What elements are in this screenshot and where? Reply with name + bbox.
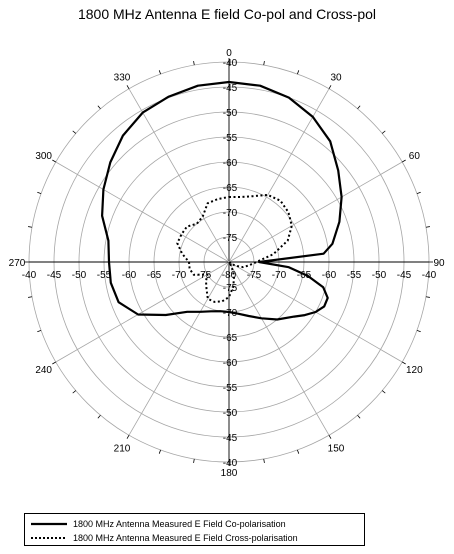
angle-tick-mark bbox=[97, 105, 101, 110]
radial-tick-label: -50 bbox=[372, 270, 387, 281]
legend-label-co-pol: 1800 MHz Antenna Measured E Field Co-pol… bbox=[73, 518, 286, 529]
legend-item-cross-pol: 1800 MHz Antenna Measured E Field Cross-… bbox=[31, 531, 298, 544]
radial-tick-label: -75 bbox=[247, 270, 262, 281]
angle-tick-mark bbox=[328, 85, 332, 89]
radial-tick-label: -50 bbox=[72, 270, 87, 281]
radial-tick-label: -40 bbox=[422, 270, 437, 281]
radial-tick-label: -80 bbox=[222, 270, 237, 281]
angle-tick-label: 120 bbox=[406, 365, 423, 376]
radial-tick-label: -70 bbox=[223, 308, 238, 319]
angle-tick-label: 30 bbox=[330, 73, 342, 84]
radial-tick-label: -60 bbox=[223, 158, 238, 169]
radial-tick-label: -75 bbox=[223, 283, 238, 294]
radial-tick-label: -65 bbox=[223, 333, 238, 344]
radial-tick-label: -40 bbox=[223, 458, 238, 469]
angle-tick-mark bbox=[28, 296, 33, 298]
angle-tick-mark bbox=[52, 159, 56, 163]
radial-tick-label: -65 bbox=[297, 270, 312, 281]
angle-tick-label: 300 bbox=[35, 151, 52, 162]
radial-tick-label: -45 bbox=[47, 270, 62, 281]
radial-tick-label: -55 bbox=[347, 270, 362, 281]
angle-tick-mark bbox=[328, 435, 332, 439]
radial-tick-label: -55 bbox=[223, 383, 238, 394]
grid-spoke bbox=[128, 261, 230, 436]
radial-tick-label: -45 bbox=[223, 83, 238, 94]
angle-tick-mark bbox=[52, 361, 56, 365]
angle-tick-label: 330 bbox=[114, 73, 131, 84]
chart-title: 1800 MHz Antenna E field Co-pol and Cros… bbox=[77, 6, 377, 22]
grid-spoke bbox=[228, 88, 330, 263]
legend-label-cross-pol: 1800 MHz Antenna Measured E Field Cross-… bbox=[73, 532, 298, 543]
radial-tick-label: -40 bbox=[22, 270, 37, 281]
angle-tick-mark bbox=[381, 130, 386, 134]
radial-tick-label: -65 bbox=[223, 183, 238, 194]
angle-tick-mark bbox=[28, 226, 33, 228]
angle-tick-mark bbox=[357, 105, 361, 110]
angle-tick-mark bbox=[158, 449, 161, 454]
angle-tick-mark bbox=[402, 361, 406, 365]
angle-tick-mark bbox=[193, 458, 195, 463]
radial-tick-label: -40 bbox=[223, 58, 238, 69]
angle-tick-mark bbox=[126, 85, 130, 89]
grid-spoke bbox=[55, 161, 230, 263]
angle-tick-label: 180 bbox=[221, 468, 238, 479]
angle-tick-label: 270 bbox=[9, 258, 26, 269]
grid-spoke bbox=[228, 161, 403, 263]
radial-tick-label: -75 bbox=[197, 270, 212, 281]
angle-tick-mark bbox=[72, 390, 77, 394]
grid-spoke bbox=[128, 88, 230, 263]
legend-swatch-solid bbox=[31, 522, 67, 525]
angle-tick-mark bbox=[402, 159, 406, 163]
angle-tick-mark bbox=[263, 458, 265, 463]
radial-tick-label: -60 bbox=[122, 270, 137, 281]
radial-tick-label: -60 bbox=[322, 270, 337, 281]
legend-swatch-dotted bbox=[31, 536, 67, 539]
angle-tick-mark bbox=[297, 449, 300, 454]
angle-tick-mark bbox=[37, 191, 42, 194]
angle-tick-mark bbox=[263, 61, 265, 66]
angle-tick-label: 240 bbox=[35, 365, 52, 376]
radial-tick-label: -75 bbox=[223, 233, 238, 244]
angle-tick-label: 210 bbox=[114, 443, 131, 454]
radial-tick-label: -70 bbox=[223, 208, 238, 219]
angle-tick-label: 150 bbox=[328, 443, 345, 454]
angle-tick-mark bbox=[425, 226, 430, 228]
angle-tick-mark bbox=[425, 296, 430, 298]
angle-tick-mark bbox=[37, 330, 42, 333]
radial-tick-label: -55 bbox=[97, 270, 112, 281]
angle-tick-mark bbox=[381, 390, 386, 394]
series-layer bbox=[101, 80, 343, 321]
angle-tick-mark bbox=[416, 330, 421, 333]
radial-tick-label: -50 bbox=[223, 108, 238, 119]
grid-spoke bbox=[55, 261, 230, 363]
angle-tick-label: 90 bbox=[433, 258, 445, 269]
series-co-pol-line bbox=[101, 80, 343, 321]
grid-spoke bbox=[228, 261, 330, 436]
angle-tick-label: 60 bbox=[409, 151, 421, 162]
radial-tick-label: -60 bbox=[223, 358, 238, 369]
angle-tick-mark bbox=[72, 130, 77, 134]
polar-grid bbox=[25, 58, 433, 466]
radial-tick-label: -50 bbox=[223, 408, 238, 419]
radial-tick-label: -65 bbox=[147, 270, 162, 281]
angle-tick-mark bbox=[357, 414, 361, 419]
tick-labels: 0 30 60 90 120 150 180 210 240 270 300 330 -80 -75 -75… bbox=[9, 48, 445, 479]
angle-tick-mark bbox=[97, 414, 101, 419]
angle-tick-mark bbox=[126, 435, 130, 439]
angle-tick-mark bbox=[158, 70, 161, 75]
angle-tick-mark bbox=[416, 191, 421, 194]
radial-tick-label: -45 bbox=[397, 270, 412, 281]
angle-tick-mark bbox=[297, 70, 300, 75]
radial-tick-label: -70 bbox=[172, 270, 187, 281]
legend: 1800 MHz Antenna Measured E Field Co-pol… bbox=[24, 513, 365, 546]
legend-item-co-pol: 1800 MHz Antenna Measured E Field Co-pol… bbox=[31, 517, 286, 530]
angle-tick-mark bbox=[193, 61, 195, 66]
angle-tick-label: 0 bbox=[226, 48, 232, 59]
radial-tick-label: -55 bbox=[223, 133, 238, 144]
radial-tick-label: -45 bbox=[223, 433, 238, 444]
radial-tick-label: -70 bbox=[272, 270, 287, 281]
